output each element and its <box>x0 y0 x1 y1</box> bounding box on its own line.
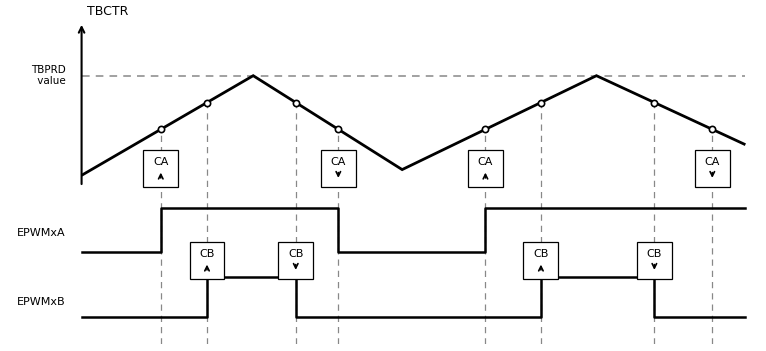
FancyBboxPatch shape <box>695 151 730 187</box>
FancyBboxPatch shape <box>143 151 178 187</box>
FancyBboxPatch shape <box>468 151 503 187</box>
FancyBboxPatch shape <box>523 243 558 279</box>
Text: TBCTR: TBCTR <box>87 5 128 18</box>
Text: CB: CB <box>647 249 662 259</box>
Text: CA: CA <box>705 157 720 167</box>
Text: CA: CA <box>153 157 169 167</box>
Text: CB: CB <box>199 249 214 259</box>
FancyBboxPatch shape <box>278 243 313 279</box>
FancyBboxPatch shape <box>637 243 672 279</box>
Text: CA: CA <box>478 157 493 167</box>
FancyBboxPatch shape <box>321 151 355 187</box>
Text: CB: CB <box>288 249 303 259</box>
FancyBboxPatch shape <box>189 243 224 279</box>
Text: TBPRD
 value: TBPRD value <box>31 65 65 86</box>
Text: EPWMxA: EPWMxA <box>17 228 65 238</box>
Text: CB: CB <box>533 249 548 259</box>
Text: EPWMxB: EPWMxB <box>17 297 65 307</box>
Text: CA: CA <box>331 157 346 167</box>
